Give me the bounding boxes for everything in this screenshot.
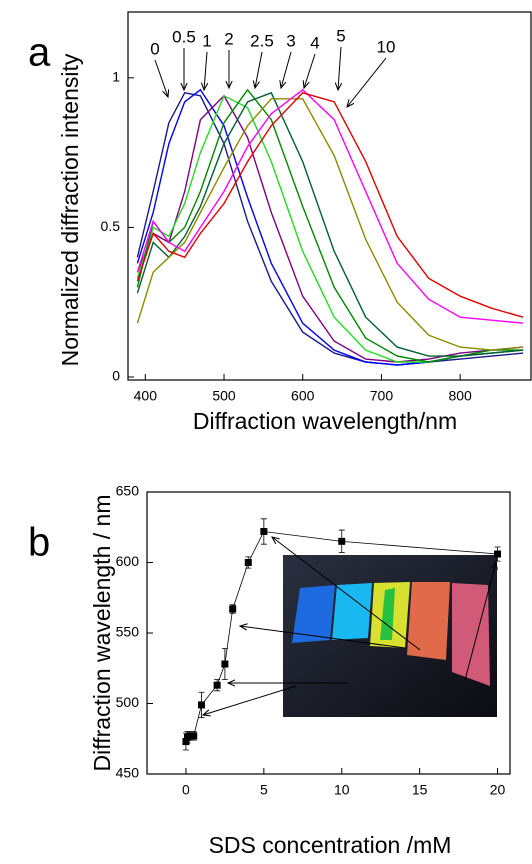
x-tick-label: 0 — [182, 782, 190, 798]
x-tick-label: 800 — [448, 388, 472, 404]
label-arrow — [154, 59, 168, 97]
data-line — [136, 98, 524, 351]
series-label: 10 — [377, 37, 396, 56]
data-line — [136, 94, 524, 363]
y-tick-label: 0 — [112, 368, 120, 384]
arrows — [203, 537, 496, 715]
data-line — [136, 91, 524, 357]
data-point — [190, 732, 198, 740]
series-label: 4 — [310, 33, 319, 52]
data-point — [182, 738, 190, 746]
x-tick-label: 10 — [334, 782, 350, 798]
y-tick-label: 550 — [116, 624, 140, 640]
y-tick-label: 650 — [116, 483, 140, 499]
data-point — [186, 732, 194, 740]
y-tick-label: 500 — [116, 694, 140, 710]
series-label: 3 — [286, 31, 295, 50]
data-point — [198, 701, 206, 709]
data-line — [136, 88, 524, 324]
y-tick-label: 0.5 — [101, 218, 121, 234]
label-arrow — [338, 46, 341, 90]
y-axis-label: Diffraction wavelength / nm — [89, 495, 115, 772]
x-tick-label: 5 — [260, 782, 268, 798]
x-tick-label: 600 — [291, 388, 315, 404]
x-tick-label: 15 — [412, 782, 428, 798]
data-line — [136, 88, 524, 366]
label-arrow — [347, 57, 387, 107]
series-label: 0.5 — [172, 27, 196, 46]
panel-label: a — [28, 31, 51, 75]
y-tick-label: 600 — [116, 553, 140, 569]
data-point — [213, 681, 221, 689]
x-axis-label: SDS concentration /mM — [209, 832, 452, 858]
label-arrow — [204, 51, 207, 90]
label-arrow — [304, 53, 316, 88]
series-label: 2 — [224, 29, 233, 48]
label-arrow — [255, 51, 263, 88]
label-arrow — [281, 51, 292, 88]
x-tick-label: 20 — [490, 782, 506, 798]
data-line — [136, 92, 524, 366]
y-axis-label: Normalized diffraction intensity — [57, 53, 83, 366]
data-point — [494, 550, 502, 558]
data-point — [221, 660, 229, 668]
y-tick-label: 450 — [116, 765, 140, 781]
series-label: 5 — [336, 26, 345, 45]
data-line — [136, 94, 524, 363]
panel-label: b — [28, 521, 50, 565]
plot-frame — [127, 11, 532, 381]
data-point — [244, 559, 252, 566]
data-point — [260, 527, 268, 535]
series-label: 0 — [150, 39, 159, 58]
x-tick-label: 500 — [212, 388, 236, 404]
x-tick-label: 700 — [370, 388, 394, 404]
series-label: 2.5 — [250, 31, 274, 50]
series-label: 1 — [202, 31, 211, 50]
data-line — [136, 92, 524, 318]
y-tick-label: 1 — [112, 69, 120, 85]
data-point — [338, 537, 346, 545]
data-line — [136, 88, 524, 363]
x-tick-label: 400 — [134, 388, 158, 404]
x-axis-label: Diffraction wavelength/nm — [193, 408, 457, 434]
data-point — [229, 605, 237, 613]
photo-inset — [283, 555, 497, 717]
